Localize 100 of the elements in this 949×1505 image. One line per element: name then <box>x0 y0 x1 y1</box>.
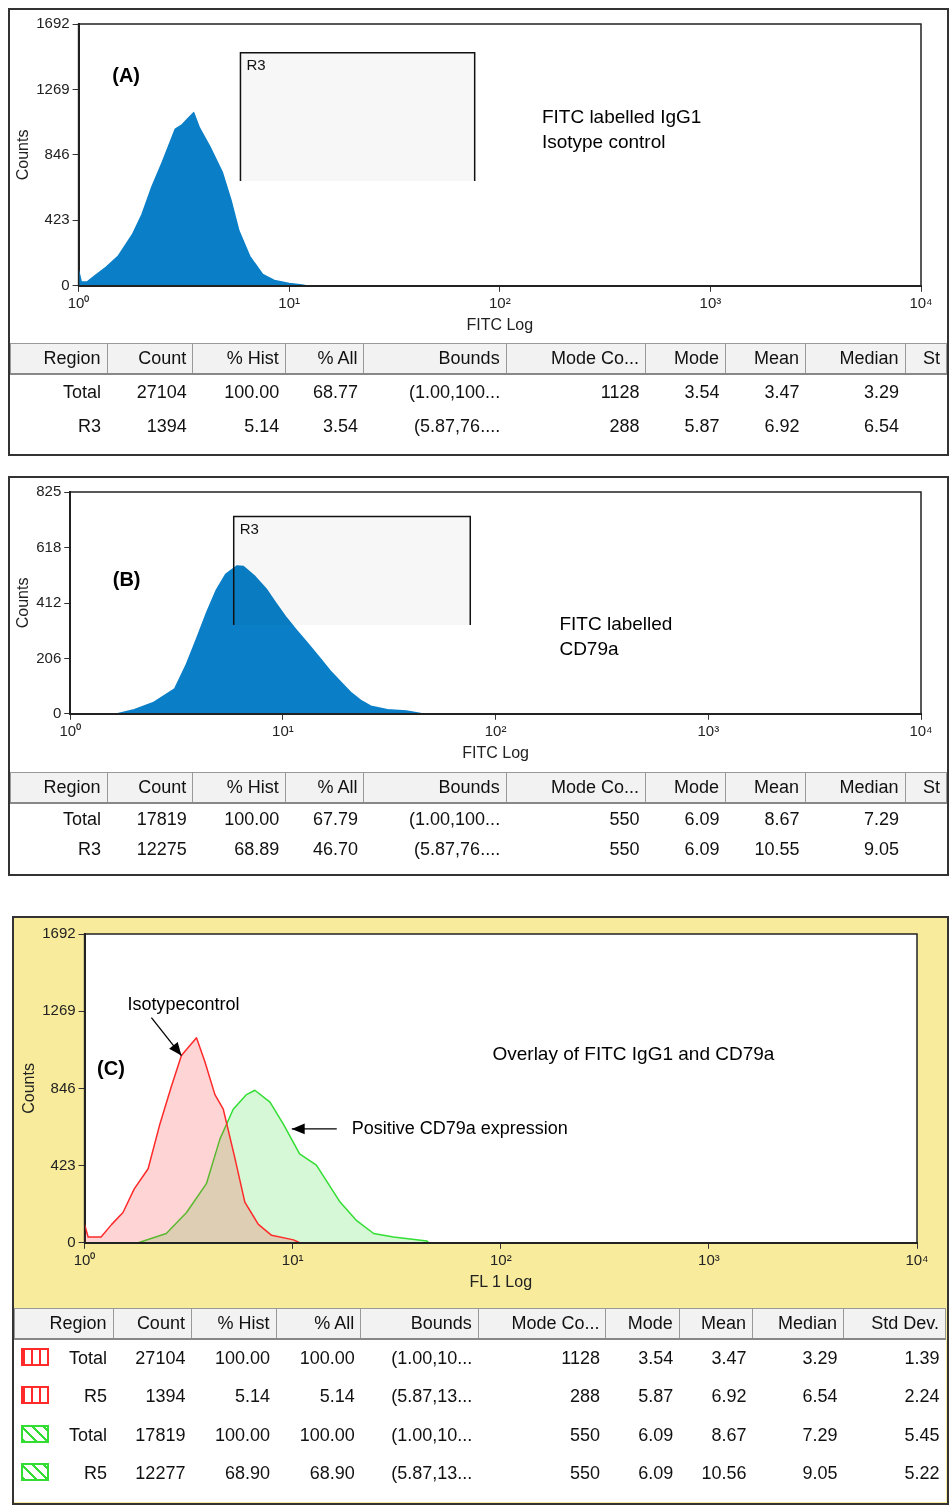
text: 68.90 <box>224 1462 272 1486</box>
text: 3.29 <box>862 380 900 404</box>
text: (1.00,100... <box>408 380 502 404</box>
text: 5.22 <box>903 1462 941 1486</box>
category-label: R3 <box>78 416 102 436</box>
text: 5.14 <box>318 1385 356 1409</box>
text: (1.00,100... <box>408 807 502 831</box>
text: 100.00 <box>214 1423 272 1447</box>
text: 1128 <box>599 380 641 404</box>
x-tick-label: 10¹ <box>281 1250 304 1268</box>
text: 1128 <box>560 1347 601 1371</box>
text: (5.87,13... <box>390 1385 474 1409</box>
text: 6.09 <box>683 838 721 861</box>
category-label: Mode Co... <box>478 1308 606 1339</box>
category-label: Mode <box>645 343 726 374</box>
text: 550 <box>608 838 641 861</box>
y-tick-label: 0 <box>67 1232 76 1250</box>
text: 6.54 <box>862 415 900 438</box>
category-label: Mean <box>725 772 806 803</box>
x-tick-label: 10⁰ <box>73 1250 96 1268</box>
y-tick-label: 206 <box>36 648 62 666</box>
x-tick-label: 10⁴ <box>909 721 933 739</box>
category-label: Mode <box>645 772 726 803</box>
text: 68.89 <box>233 838 281 861</box>
category-label: Bounds <box>363 772 507 803</box>
category-label: % All <box>285 772 364 803</box>
text: 2.24 <box>903 1385 941 1409</box>
x-axis-title: FITC Log <box>462 743 529 761</box>
category-label: % Hist <box>192 343 286 374</box>
y-axis-title: Counts <box>14 129 32 181</box>
text: 5.87 <box>683 415 721 438</box>
x-tick-label: 10⁰ <box>59 721 82 739</box>
text: 6.92 <box>763 415 801 438</box>
y-tick-label: 1269 <box>42 1001 76 1019</box>
text: (1.00,10... <box>390 1423 474 1447</box>
text: (5.87,13... <box>390 1462 474 1486</box>
y-tick-label: 412 <box>36 593 62 611</box>
text: 5.45 <box>903 1423 941 1447</box>
band-label: R3 <box>246 56 266 74</box>
text: 8.67 <box>763 807 801 831</box>
category-label: Bounds <box>363 343 507 374</box>
text: 3.47 <box>710 1347 748 1371</box>
x-axis-title: FL 1 Log <box>469 1272 533 1290</box>
category-label: Region <box>10 343 108 374</box>
category-label: Mean <box>679 1308 753 1339</box>
y-tick-label: 618 <box>36 537 62 555</box>
y-tick-label: 0 <box>61 275 70 293</box>
x-tick-label: 10⁰ <box>67 293 90 311</box>
text: 67.79 <box>311 807 359 831</box>
annotation: (C) <box>97 1057 125 1080</box>
category-label: % Hist <box>191 1308 277 1339</box>
text: 68.77 <box>311 380 359 404</box>
category-label: St <box>905 343 947 374</box>
text: 5.14 <box>243 415 281 438</box>
category-label: R3 <box>78 839 102 859</box>
x-tick-label: 10¹ <box>272 721 294 739</box>
text: 3.54 <box>683 380 721 404</box>
category-label: Total <box>63 381 102 402</box>
category-label: Region <box>10 772 108 803</box>
x-tick-label: 10⁴ <box>905 1250 929 1268</box>
text: 288 <box>568 1385 601 1409</box>
text: 9.05 <box>801 1462 839 1486</box>
text: 3.54 <box>637 1347 675 1371</box>
y-tick-label: 1269 <box>36 79 70 97</box>
category-label: Count <box>107 343 193 374</box>
text: 1.39 <box>903 1347 941 1371</box>
y-tick-label: 846 <box>44 145 70 163</box>
category-label: Mean <box>725 343 806 374</box>
text: (5.87,76.... <box>413 415 502 438</box>
category-label: R5 <box>84 1386 108 1407</box>
text: 10.55 <box>753 838 801 861</box>
y-tick-label: 423 <box>44 210 70 228</box>
annotation: (A) <box>112 63 141 86</box>
category-label: % Hist <box>192 772 286 803</box>
category-label: Total <box>69 1424 108 1445</box>
category-label: R5 <box>84 1463 108 1484</box>
text: 7.29 <box>862 807 900 831</box>
text: 17819 <box>135 807 188 831</box>
text: 9.05 <box>862 838 900 861</box>
text: 100.00 <box>214 1347 272 1371</box>
category-label: Total <box>69 1348 108 1369</box>
category-label: Median <box>805 343 906 374</box>
text: 27104 <box>134 1347 187 1371</box>
y-tick-label: 0 <box>52 703 62 721</box>
text: 3.54 <box>321 415 359 438</box>
text: 6.54 <box>801 1385 839 1409</box>
text: 3.29 <box>801 1347 839 1371</box>
text: (5.87,76.... <box>413 838 502 861</box>
annotation: FITC labelled IgG1 Isotype control <box>541 106 702 153</box>
text: 100.00 <box>223 380 281 404</box>
x-tick-label: 10¹ <box>278 293 301 311</box>
annotation: Positive CD79a expression <box>351 1117 568 1138</box>
text: 1394 <box>144 1385 187 1409</box>
y-tick-label: 1692 <box>36 14 70 32</box>
annotation: Isotypecontrol <box>127 993 240 1014</box>
category-label: St <box>905 772 947 803</box>
text: 288 <box>608 415 641 438</box>
category-label: Total <box>63 808 102 829</box>
text: 10.56 <box>700 1462 748 1486</box>
y-tick-label: 846 <box>50 1078 76 1096</box>
